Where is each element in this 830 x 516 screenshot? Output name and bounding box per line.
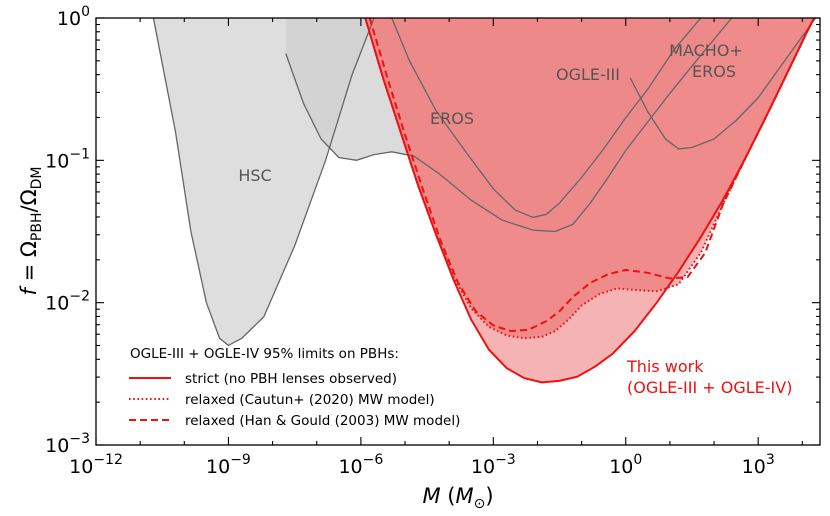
y-tick-label: 10−3 bbox=[45, 431, 90, 457]
eros-label: EROS bbox=[430, 109, 474, 128]
y-tick-label: 10−1 bbox=[45, 146, 90, 172]
this-work-annotation-line2: (OGLE-III + OGLE-IV) bbox=[627, 378, 792, 397]
x-tick-label: 10−9 bbox=[206, 452, 251, 478]
this-work-strict-fill bbox=[365, 18, 815, 383]
legend-entry-han-gould: relaxed (Han & Gould (2003) MW model) bbox=[185, 413, 460, 429]
macho-eros-boundary-line bbox=[629, 18, 817, 150]
plot-frame bbox=[95, 17, 821, 446]
y-axis-title: f = ΩPBH/ΩDM bbox=[17, 167, 45, 296]
this-work-annotation-line1: This work bbox=[626, 357, 704, 376]
strict-solid-line bbox=[364, 18, 816, 384]
macho-eros-label-line2: EROS bbox=[692, 62, 736, 81]
hsc-label: HSC bbox=[238, 166, 271, 185]
hsc-boundary-line bbox=[152, 18, 375, 347]
legend-entry-cautun: relaxed (Cautun+ (2020) MW model) bbox=[185, 392, 435, 408]
y-tick-label: 100 bbox=[57, 4, 90, 30]
x-tick-label: 10−6 bbox=[338, 452, 383, 478]
x-tick-label: 10−12 bbox=[69, 452, 123, 478]
macho-eros-label-line1: MACHO+ bbox=[669, 41, 743, 60]
eros-boundary-line bbox=[285, 18, 733, 233]
y-tick-label: 10−2 bbox=[45, 289, 90, 315]
legend: OGLE-III + OGLE-IV 95% limits on PBHs: s… bbox=[129, 346, 460, 429]
plot-area bbox=[152, 18, 817, 384]
x-tick-label: 100 bbox=[609, 452, 642, 478]
x-tick-label: 10−3 bbox=[471, 452, 516, 478]
x-axis-title: M (M⊙) bbox=[422, 484, 493, 512]
x-tick-label: 103 bbox=[742, 452, 775, 478]
legend-title: OGLE-III + OGLE-IV 95% limits on PBHs: bbox=[130, 346, 399, 362]
legend-entry-strict: strict (no PBH lenses observed) bbox=[185, 371, 397, 387]
axis-ticks: 10−12 10−9 10−6 10−3 100 103 10−3 10−2 10−1 100 bbox=[45, 4, 820, 478]
this-work-relaxed-band-fill bbox=[365, 18, 815, 383]
ogle3-label: OGLE-III bbox=[556, 65, 620, 84]
